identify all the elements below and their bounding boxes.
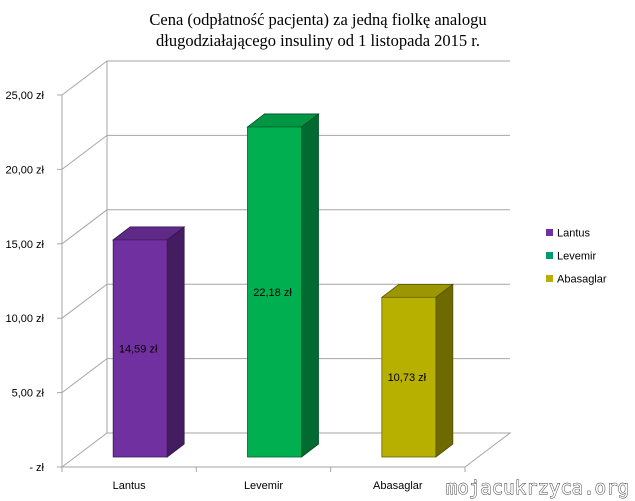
bar-front-face [247, 126, 302, 458]
bar-front-face [381, 296, 437, 458]
chart-title-line: Cena (odpłatność pacjenta) za jedną fiol… [149, 10, 486, 29]
bars: 14,59 zł 22,18 zł 10,73 zł [111, 113, 455, 458]
legend-swatch [546, 275, 553, 282]
x-category-label: Lantus [113, 480, 147, 492]
x-category-label: Abasaglar [373, 480, 423, 492]
bar-levemir: 22,18 zł [246, 113, 320, 458]
y-tick-label: - zł [29, 462, 44, 474]
gridline [61, 209, 510, 245]
legend-swatch [546, 229, 553, 236]
data-label: 22,18 zł [253, 287, 292, 299]
y-axis-ticks: - zł 5,00 zł 10,00 zł 15,00 zł 20,00 zł 25,00… [5, 90, 466, 474]
y-tick-label: 5,00 zł [12, 388, 45, 400]
bar-lantus: 14,59 zł [111, 226, 186, 458]
y-tick-label: 10,00 zł [5, 313, 44, 325]
gridline [61, 134, 510, 170]
watermark-text: mojacukrzyca.org [446, 477, 629, 499]
gridline [61, 283, 510, 319]
legend-label: Levemir [557, 251, 596, 263]
legend-swatch [546, 252, 553, 259]
bar-front-face [112, 239, 168, 458]
legend: Lantus Levemir Abasaglar [546, 228, 607, 286]
chart-title-line: długodziałającego insuliny od 1 listopad… [156, 31, 480, 50]
y-tick-label: 20,00 zł [5, 164, 44, 176]
legend-label: Abasaglar [557, 274, 607, 286]
y-tick-label: 15,00 zł [5, 239, 44, 251]
gridline [61, 60, 510, 96]
data-label: 10,73 zł [388, 372, 427, 384]
data-label: 14,59 zł [119, 343, 158, 355]
chart-title: Cena (odpłatność pacjenta) za jedną fiol… [149, 10, 486, 50]
y-tick-label: 25,00 zł [5, 90, 44, 102]
bar-side-face [166, 226, 185, 458]
gridline [61, 358, 510, 393]
bar-abasaglar: 10,73 zł [380, 283, 455, 458]
x-category-label: Levemir [244, 480, 283, 492]
bar-side-face [435, 283, 454, 458]
legend-entry-abasaglar: Abasaglar [546, 274, 607, 286]
legend-label: Lantus [557, 228, 591, 240]
legend-entry-levemir: Levemir [546, 251, 596, 263]
gridlines [61, 60, 510, 393]
bar-side-face [301, 113, 319, 458]
legend-entry-lantus: Lantus [546, 228, 591, 240]
x-axis-categories: Lantus Levemir Abasaglar [113, 480, 423, 492]
